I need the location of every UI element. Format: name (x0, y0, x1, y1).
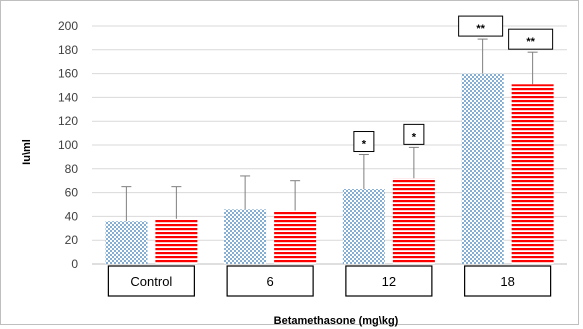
significance-box (508, 28, 554, 50)
bars (105, 73, 554, 264)
x-category-label: Control (130, 274, 172, 289)
x-category-label: 6 (267, 274, 274, 289)
bar-blue-dots-0 (105, 221, 148, 264)
significance-box (458, 15, 504, 37)
y-axis-title: Iu\ml (21, 139, 33, 165)
significance-box (403, 123, 425, 145)
x-axis-title: Betamethasone (mg\kg) (274, 315, 399, 327)
bar-red-stripes-3 (511, 84, 554, 264)
category-box (107, 265, 195, 297)
y-tick-label: 40 (65, 209, 79, 223)
y-tick-label: 0 (71, 257, 78, 271)
y-tick-label: 100 (58, 138, 78, 152)
significance-box (353, 131, 375, 153)
y-tick-label: 80 (65, 162, 79, 176)
category-box (464, 265, 552, 297)
significance-label: ** (476, 23, 485, 35)
bar-red-stripes-0 (155, 218, 198, 264)
bar-red-stripes-1 (274, 210, 317, 264)
significance-label: ** (526, 36, 535, 48)
significance-markers: ****** (353, 15, 554, 153)
bar-blue-dots-2 (342, 189, 385, 264)
y-tick-label: 180 (58, 43, 78, 57)
bar-blue-dots-1 (224, 209, 267, 264)
bar-red-stripes-2 (392, 178, 435, 264)
significance-label: * (412, 131, 417, 143)
significance-label: * (362, 139, 367, 151)
y-tick-label: 60 (65, 186, 79, 200)
y-tick-label: 160 (58, 67, 78, 81)
bar-blue-dots-3 (461, 73, 504, 264)
y-tick-label: 20 (65, 233, 79, 247)
y-tick-label: 200 (58, 19, 78, 33)
x-category-label: 18 (500, 274, 514, 289)
category-box (226, 265, 314, 297)
x-category-label: 12 (382, 274, 396, 289)
y-tick-label: 140 (58, 90, 78, 104)
category-box (345, 265, 433, 297)
y-axis: 0 20 40 60 80 100 120 140 160 180 200 (58, 19, 78, 271)
error-bars (121, 38, 538, 222)
y-tick-label: 120 (58, 114, 78, 128)
category-labels: Control 6 12 18 (107, 265, 552, 297)
